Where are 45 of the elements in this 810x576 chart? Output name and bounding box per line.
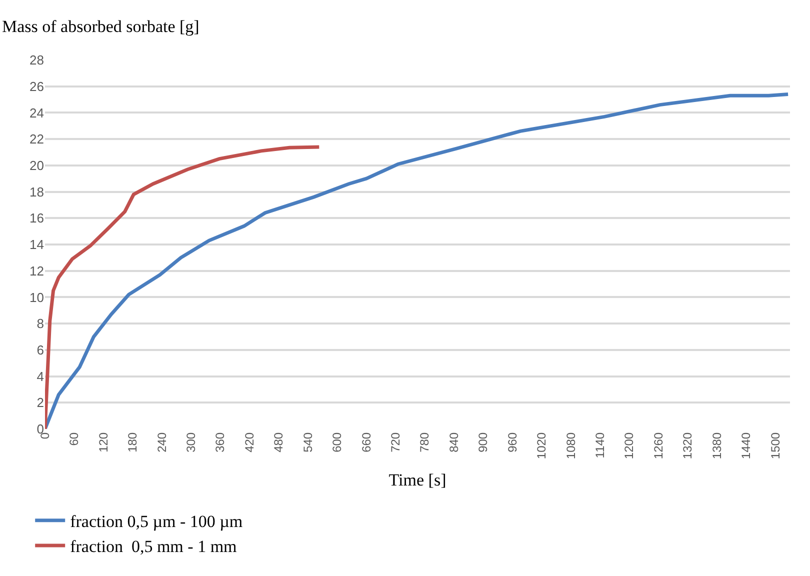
x-tick-label: 1080 [564, 432, 578, 460]
x-tick-label: 660 [359, 432, 374, 452]
y-tick-label: 2 [36, 395, 44, 410]
y-tick-label: 18 [30, 184, 44, 200]
y-tick-label: 22 [30, 132, 44, 147]
x-tick-label: 720 [388, 432, 402, 452]
y-tick-label: 16 [30, 210, 44, 226]
x-tick-label: 1440 [739, 432, 754, 460]
x-axis-title: Time [s] [388, 470, 446, 490]
y-tick-label: 24 [30, 105, 44, 120]
x-tick-label: 360 [213, 432, 228, 452]
line-series [45, 145, 321, 429]
y-tick-label: 6 [36, 342, 44, 358]
x-tick-label: 840 [446, 432, 461, 452]
y-axis-title: Mass of absorbed sorbate [g] [2, 17, 200, 36]
y-tick-label: 26 [30, 78, 44, 94]
x-tick-label: 120 [96, 432, 110, 452]
y-tick-label: 28 [30, 52, 44, 68]
y-tick-label: 14 [30, 237, 44, 252]
x-tick-label: 1200 [622, 432, 636, 460]
legend-label: fraction 0,5 µm - 100 µm [70, 512, 243, 531]
x-tick-label: 1320 [680, 432, 695, 460]
x-tick-label: 480 [272, 432, 286, 452]
line-series [45, 92, 790, 429]
x-tick-label: 1260 [651, 432, 666, 460]
x-tick-label: 300 [184, 432, 198, 452]
y-tick-label: 20 [30, 158, 44, 173]
y-tick-label: 8 [36, 316, 44, 332]
x-tick-label: 780 [418, 432, 432, 452]
x-tick-label: 1500 [768, 432, 782, 460]
x-tick-label: 960 [505, 432, 520, 452]
x-tick-label: 240 [154, 432, 169, 452]
x-tick-label: 180 [126, 432, 140, 452]
y-tick-label: 10 [30, 290, 44, 305]
x-tick-label: 600 [330, 432, 344, 452]
x-tick-label: 1380 [710, 432, 724, 460]
x-tick-label: 540 [300, 432, 315, 452]
x-tick-label: 900 [476, 432, 490, 452]
x-tick-label: 60 [67, 432, 82, 446]
x-tick-label: 1020 [534, 432, 549, 460]
x-tick-label: 1140 [593, 432, 607, 458]
legend-label: fraction 0,5 mm - 1 mm [70, 537, 237, 556]
y-tick-label: 4 [36, 368, 44, 384]
x-tick-label: 420 [242, 432, 256, 452]
y-tick-label: 12 [30, 263, 44, 278]
